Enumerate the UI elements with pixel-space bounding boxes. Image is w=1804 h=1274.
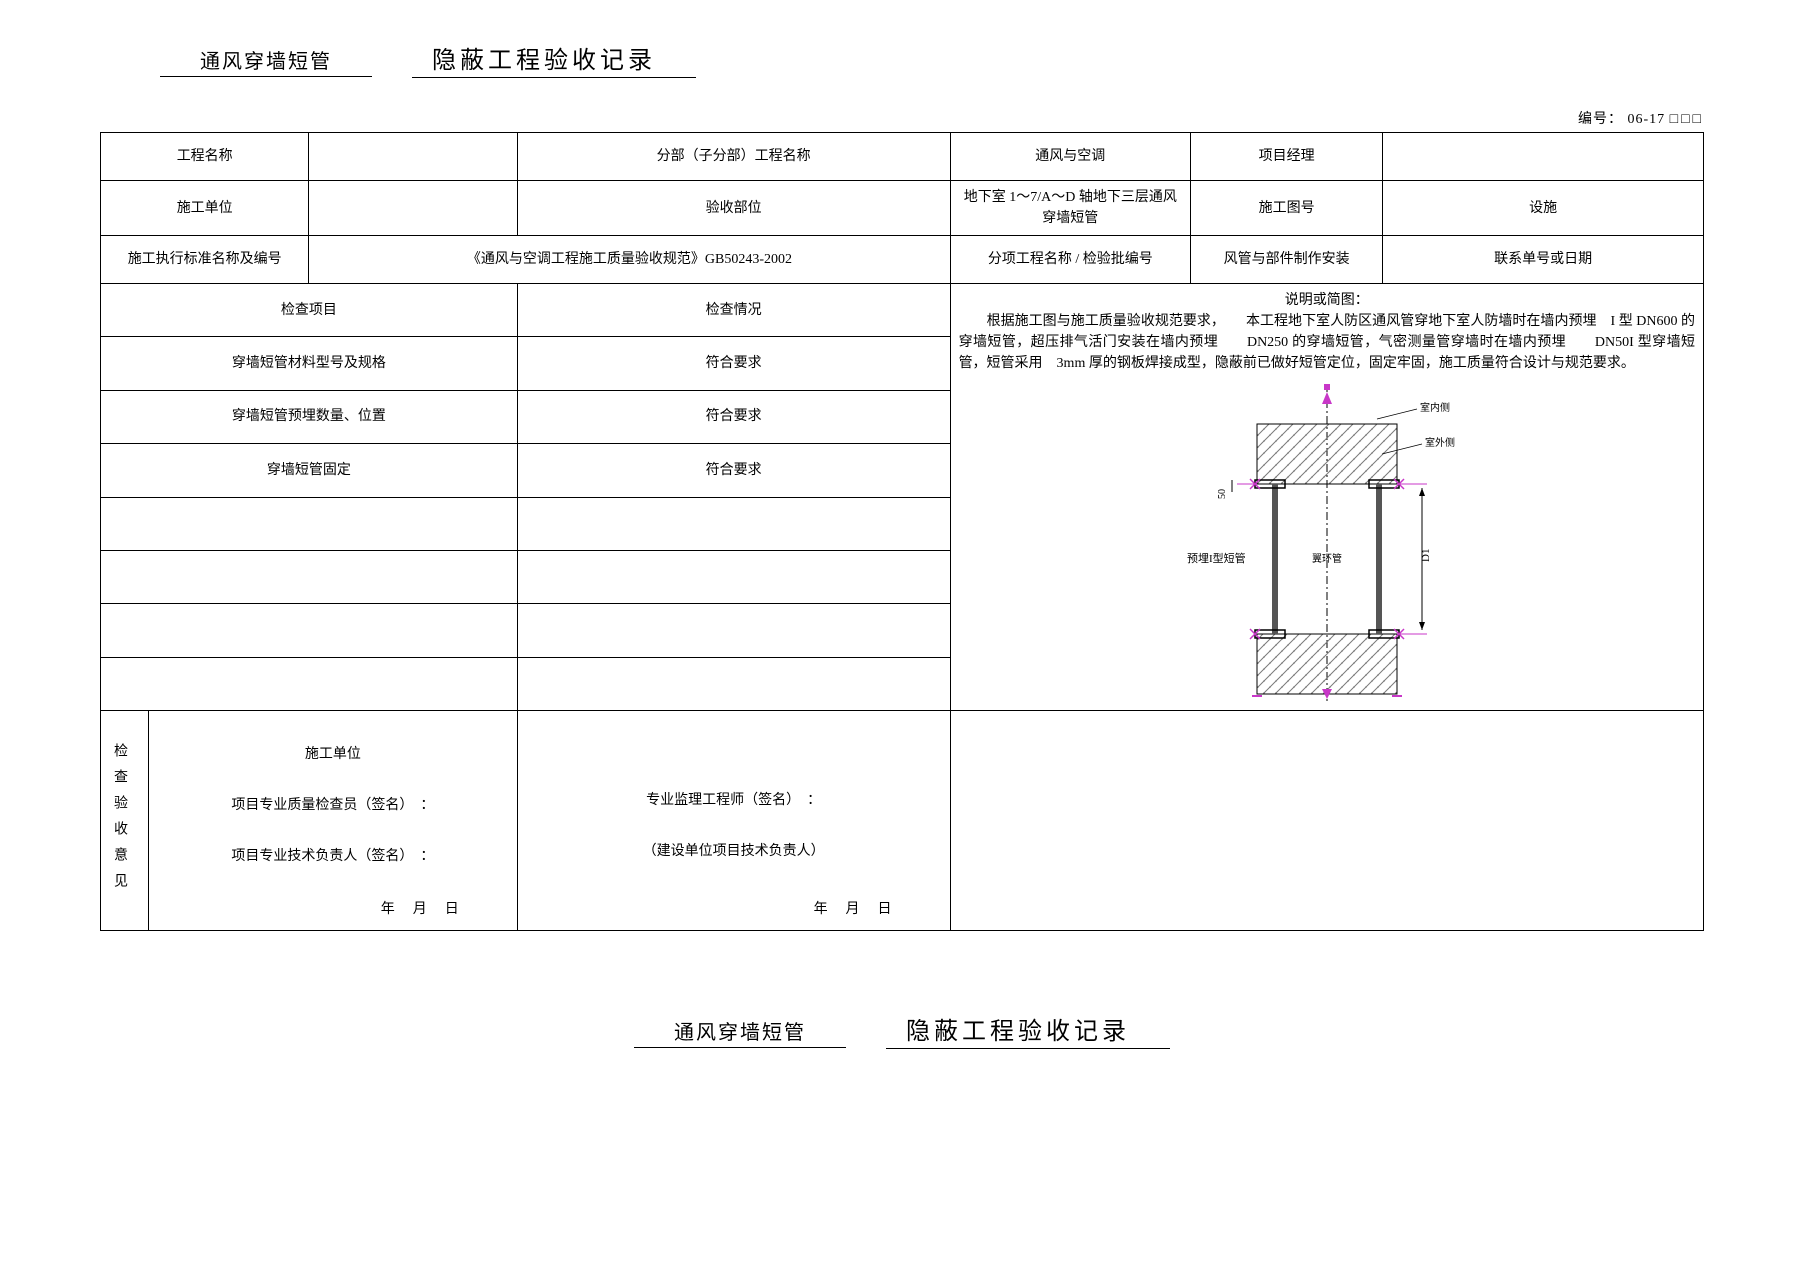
label-acceptance-part: 验收部位 bbox=[517, 181, 950, 236]
document-number: 编号： 06-17 □□□ bbox=[100, 108, 1704, 128]
check-status-2: 符合要求 bbox=[517, 444, 950, 497]
accent-marker bbox=[1324, 384, 1330, 390]
dim-d1: D1 bbox=[1420, 549, 1432, 562]
value-acceptance-part: 地下室 1～7/A～D 轴地下三层通风穿墙短管 bbox=[950, 181, 1190, 236]
label-sub-project: 分部（子分部）工程名称 bbox=[517, 133, 950, 181]
title-subtitle: 通风穿墙短管 bbox=[160, 45, 372, 77]
label-project-name: 工程名称 bbox=[101, 133, 309, 181]
sig-date-left: 年月日 bbox=[381, 899, 477, 920]
label-contact: 联系单号或日期 bbox=[1383, 236, 1704, 284]
footer-main-title: 隐蔽工程验收记录 bbox=[886, 1011, 1170, 1049]
description-label: 说明或简图： bbox=[959, 290, 1695, 311]
value-standard: 《通风与空调工程施工质量验收规范》GB50243-2002 bbox=[309, 236, 950, 284]
label-standard: 施工执行标准名称及编号 bbox=[101, 236, 309, 284]
label-facilities: 设施 bbox=[1383, 181, 1704, 236]
label-item-name: 分项工程名称 / 检验批编号 bbox=[950, 236, 1190, 284]
check-status-6 bbox=[517, 657, 950, 710]
value-pm bbox=[1383, 133, 1704, 181]
pipe-wall-right bbox=[1376, 484, 1382, 634]
value-sub-project: 通风与空调 bbox=[950, 133, 1190, 181]
signature-side-label: 检查验收意见 bbox=[101, 711, 149, 931]
label-drawing-no: 施工图号 bbox=[1191, 181, 1383, 236]
check-status-1: 符合要求 bbox=[517, 390, 950, 443]
label-pm: 项目经理 bbox=[1191, 133, 1383, 181]
sig-date-middle: 年月日 bbox=[814, 899, 910, 920]
check-item-5 bbox=[101, 604, 518, 657]
value-construction-unit bbox=[309, 181, 517, 236]
sig-tech-leader: 项目专业技术负责人（签名） ： bbox=[157, 846, 509, 867]
title-main: 隐蔽工程验收记录 bbox=[412, 40, 696, 78]
pipe-wall-left bbox=[1272, 484, 1278, 634]
doc-number-label: 编号： bbox=[1578, 112, 1623, 127]
check-status-5 bbox=[517, 604, 950, 657]
check-item-0: 穿墙短管材料型号及规格 bbox=[101, 337, 518, 390]
label-center: 翼环管 bbox=[1312, 552, 1342, 565]
doc-number-boxes: □□□ bbox=[1670, 112, 1704, 127]
label-construction-unit: 施工单位 bbox=[101, 181, 309, 236]
page-title-row: 通风穿墙短管 隐蔽工程验收记录 bbox=[160, 40, 1704, 78]
header-check-status: 检查情况 bbox=[517, 284, 950, 337]
check-status-4 bbox=[517, 550, 950, 603]
check-item-2: 穿墙短管固定 bbox=[101, 444, 518, 497]
sig-owner-tech: （建设单位项目技术负责人） bbox=[526, 841, 942, 862]
value-item-name: 风管与部件制作安装 bbox=[1191, 236, 1383, 284]
check-item-6 bbox=[101, 657, 518, 710]
label-top2: 室外侧 bbox=[1425, 436, 1455, 449]
check-item-4 bbox=[101, 550, 518, 603]
check-item-1: 穿墙短管预埋数量、位置 bbox=[101, 390, 518, 443]
sig-supervisor: 专业监理工程师（签名） ： bbox=[526, 790, 942, 811]
check-item-3 bbox=[101, 497, 518, 550]
doc-number-value: 06-17 bbox=[1627, 112, 1665, 127]
description-text: 根据施工图与施工质量验收规范要求， 本工程地下室人防区通风管穿地下室人防墙时在墙… bbox=[959, 311, 1695, 374]
dim-50: 50 bbox=[1217, 489, 1228, 499]
footer-title-row: 通风穿墙短管 隐蔽工程验收记录 bbox=[100, 1011, 1704, 1049]
header-check-item: 检查项目 bbox=[101, 284, 518, 337]
footer-subtitle: 通风穿墙短管 bbox=[634, 1016, 846, 1048]
label-top1: 室内侧 bbox=[1420, 401, 1450, 414]
sig-unit-label: 施工单位 bbox=[157, 744, 509, 765]
check-status-3 bbox=[517, 497, 950, 550]
signature-block-middle: 专业监理工程师（签名） ： （建设单位项目技术负责人） 年月日 bbox=[517, 711, 950, 931]
signature-block-right bbox=[950, 711, 1703, 931]
description-diagram-cell: 说明或简图： 根据施工图与施工质量验收规范要求， 本工程地下室人防区通风管穿地下… bbox=[950, 284, 1703, 711]
check-status-0: 符合要求 bbox=[517, 337, 950, 390]
inspection-form-table: 工程名称 分部（子分部）工程名称 通风与空调 项目经理 施工单位 验收部位 地下… bbox=[100, 132, 1704, 931]
value-project-name bbox=[309, 133, 517, 181]
label-pipe: 预埋I型短管 bbox=[1187, 551, 1246, 565]
sig-quality-inspector: 项目专业质量检查员（签名） ： bbox=[157, 795, 509, 816]
pipe-diagram: 50 D1 室内侧 室外侧 翼环管 预埋I型短管 bbox=[1177, 384, 1477, 704]
signature-block-left: 施工单位 项目专业质量检查员（签名） ： 项目专业技术负责人（签名） ： 年月日 bbox=[149, 711, 518, 931]
